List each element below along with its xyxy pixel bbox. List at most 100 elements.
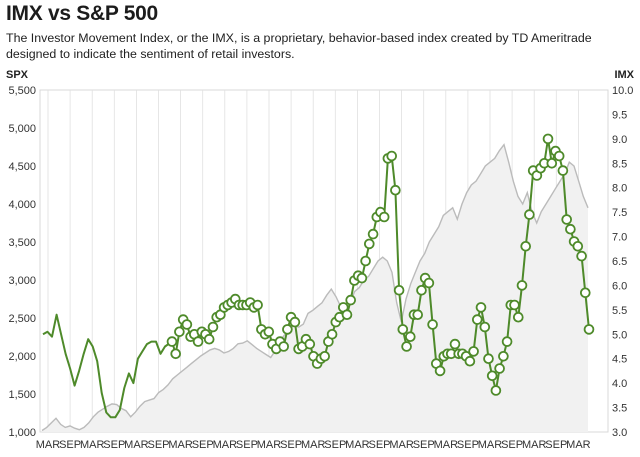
x-tick-label: MAR: [522, 439, 547, 451]
spx-axis-title: SPX: [6, 69, 29, 81]
imx-marker: [282, 324, 293, 335]
chart-subtitle: The Investor Movement Index, or the IMX,…: [6, 31, 592, 61]
x-tick-label: MAR: [478, 439, 503, 451]
x-tick-label: SEP: [103, 439, 125, 451]
imx-marker: [360, 255, 371, 267]
x-tick-labels: MARSEPMARSEPMARSEPMARSEPMARSEPMARSEPMARS…: [36, 439, 591, 451]
imx-marker: [464, 355, 476, 367]
x-tick-label: SEP: [457, 439, 479, 451]
spx-area: [42, 144, 588, 432]
x-tick-label: SEP: [501, 439, 523, 451]
imx-marker: [319, 350, 331, 362]
imx-axis-title: IMX: [614, 69, 634, 81]
imx-marker: [378, 211, 390, 223]
imx-marker: [561, 214, 572, 225]
imx-tick-label: 7.0: [612, 232, 627, 244]
imx-marker: [207, 321, 219, 333]
imx-marker: [326, 328, 338, 340]
imx-marker: [304, 338, 316, 350]
imx-marker-layer: [166, 133, 595, 396]
imx-marker: [397, 324, 409, 335]
x-tick-label: MAR: [124, 439, 149, 451]
spx-tick-label: 3,500: [8, 237, 36, 249]
imx-marker: [483, 353, 494, 365]
imx-marker: [553, 150, 565, 162]
x-tick-label: MAR: [168, 439, 193, 451]
imx-marker: [498, 350, 509, 362]
spx-line: [41, 143, 589, 432]
imx-marker: [475, 302, 487, 313]
imx-marker: [509, 299, 520, 311]
imx-tick-label: 6.5: [612, 256, 627, 268]
x-tick-label: SEP: [368, 439, 390, 451]
spx-tick-labels: 1,000 1,500 2,000 2,500 3,000 3,500 4,000 4,500…: [8, 85, 36, 439]
imx-marker: [386, 150, 398, 162]
imx-tick-label: 8.5: [612, 158, 627, 170]
imx-marker: [356, 272, 368, 284]
imx-marker: [494, 363, 505, 374]
imx-marker: [203, 333, 215, 345]
spx-tick-label: 4,500: [8, 161, 36, 173]
imx-marker: [572, 241, 584, 252]
spx-tick-label: 4,000: [8, 199, 36, 211]
imx-marker: [579, 287, 591, 299]
imx-marker: [520, 241, 531, 252]
imx-marker: [468, 346, 479, 357]
spx-tick-label: 1,500: [8, 389, 36, 401]
spx-tick-label: 2,500: [8, 313, 36, 325]
spx-area-layer: [41, 143, 589, 432]
x-tick-label: MAR: [257, 439, 282, 451]
spx-tick-label: 3,000: [8, 275, 36, 287]
imx-tick-label: 9.0: [612, 134, 627, 146]
imx-marker: [546, 158, 558, 169]
imx-marker: [367, 228, 379, 240]
imx-marker: [412, 309, 424, 321]
imx-tick-label: 7.5: [612, 207, 627, 219]
imx-marker: [449, 338, 461, 350]
imx-marker: [516, 280, 528, 291]
imx-tick-label: 10.0: [612, 85, 633, 97]
chart-title: IMX vs S&P 500: [6, 2, 158, 25]
imx-marker: [345, 294, 357, 306]
x-tick-label: MAR: [566, 439, 591, 451]
imx-marker: [289, 316, 301, 328]
imx-marker: [404, 331, 416, 343]
x-tick-label: SEP: [324, 439, 346, 451]
imx-marker: [557, 165, 569, 176]
x-tick-label: SEP: [59, 439, 81, 451]
imx-marker: [512, 311, 524, 323]
imx-marker: [486, 370, 498, 382]
imx-marker: [363, 238, 375, 250]
imx-marker: [490, 385, 502, 396]
imx-marker: [583, 324, 595, 335]
x-tick-label: MAR: [36, 439, 61, 451]
imx-marker: [434, 365, 446, 377]
x-tick-label: MAR: [213, 439, 238, 451]
imx-tick-labels: 3.0 3.5 4.0 4.5 5.0 5.5 6.0 6.5 7.0 7.5 8.0 8.5 9.0 9…: [612, 85, 633, 439]
imx-tick-label: 8.0: [612, 183, 627, 195]
x-tick-label: SEP: [147, 439, 169, 451]
imx-marker: [524, 209, 535, 220]
imx-tick-label: 4.0: [612, 378, 627, 390]
spx-tick-label: 2,000: [8, 351, 36, 363]
imx-tick-label: 4.5: [612, 354, 627, 366]
imx-tick-label: 3.0: [612, 427, 627, 439]
imx-marker: [174, 326, 185, 338]
imx-marker: [423, 277, 435, 289]
imx-marker: [576, 250, 587, 262]
x-tick-label: SEP: [413, 439, 435, 451]
imx-marker: [278, 341, 290, 352]
x-tick-label: MAR: [434, 439, 459, 451]
imx-marker: [471, 314, 483, 325]
imx-marker: [181, 319, 193, 330]
x-tick-label: MAR: [301, 439, 326, 451]
x-tick-label: SEP: [192, 439, 214, 451]
imx-tick-label: 5.0: [612, 329, 627, 341]
x-tick-label: SEP: [545, 439, 567, 451]
x-tick-label: MAR: [80, 439, 105, 451]
imx-marker: [252, 299, 263, 311]
imx-tick-label: 3.5: [612, 403, 627, 415]
imx-tick-label: 9.5: [612, 109, 627, 121]
spx-tick-label: 1,000: [8, 427, 36, 439]
